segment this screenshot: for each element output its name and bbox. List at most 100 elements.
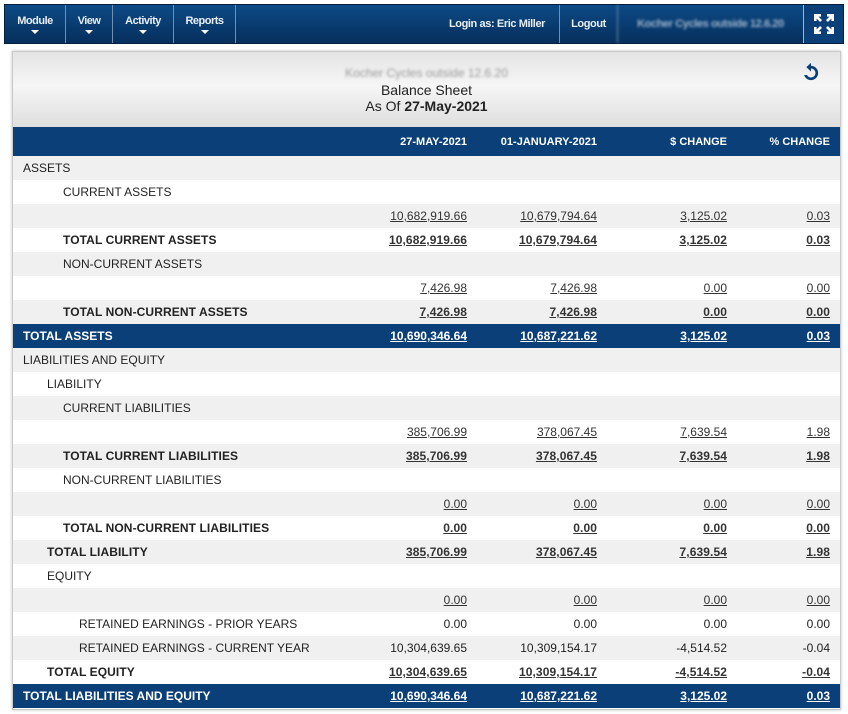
caret-down-icon (31, 29, 39, 34)
row-value-cell: 385,706.99 (347, 540, 477, 564)
amount-link[interactable]: 385,706.99 (405, 545, 467, 559)
row-value-cell: 0.00 (477, 516, 607, 540)
amount-link[interactable]: 0.00 (573, 521, 597, 535)
amount-link[interactable]: 0.00 (443, 593, 467, 607)
row-value-cell: 7,426.98 (477, 300, 607, 324)
menu-reports[interactable]: Reports (174, 5, 236, 43)
row-value-cell (607, 180, 737, 204)
menu-module[interactable]: Module (5, 5, 66, 43)
row-label: RETAINED EARNINGS - PRIOR YEARS (79, 617, 298, 631)
amount-link[interactable]: 0.03 (806, 329, 830, 343)
amount-link[interactable]: 3,125.02 (680, 329, 727, 343)
menu-activity[interactable]: Activity (113, 5, 174, 43)
table-row: EQUITY (13, 564, 840, 588)
row-value-cell (347, 348, 477, 372)
row-value-cell: 0.00 (347, 612, 477, 636)
amount-link[interactable]: 7,426.98 (550, 281, 597, 295)
company-name: Kocher Cycles outside 12.6.20 (345, 66, 508, 80)
amount-link[interactable]: 10,690,346.64 (390, 689, 467, 703)
amount-link[interactable]: 0.00 (703, 593, 727, 607)
fullscreen-icon (813, 14, 834, 34)
row-label: CURRENT ASSETS (63, 185, 172, 199)
row-value-cell: 0.00 (477, 588, 607, 612)
amount-link[interactable]: 7,639.54 (679, 449, 727, 463)
amount-link[interactable]: 1.98 (806, 425, 830, 439)
row-value-cell: 0.00 (477, 612, 607, 636)
table-row: NON-CURRENT LIABILITIES (13, 468, 840, 492)
amount-link[interactable]: 10,309,154.17 (518, 665, 597, 679)
row-value-cell: 0.00 (347, 516, 477, 540)
row-value-cell: 0.03 (737, 228, 840, 252)
amount-link[interactable]: 0.00 (806, 281, 830, 295)
row-value-cell: 0.00 (737, 588, 840, 612)
amount-link[interactable]: 10,679,794.64 (520, 209, 597, 223)
amount-link[interactable]: -0.04 (802, 665, 830, 679)
logout-link[interactable]: Logout (559, 5, 617, 43)
amount-link[interactable]: 10,687,221.62 (520, 329, 597, 343)
row-label: TOTAL EQUITY (47, 665, 135, 679)
row-value-cell (737, 468, 840, 492)
menu-view[interactable]: View (66, 5, 113, 43)
amount-link[interactable]: 10,690,346.64 (390, 329, 467, 343)
amount-link[interactable]: 10,304,639.65 (388, 665, 467, 679)
nav-spacer (236, 5, 435, 43)
row-value-cell (737, 372, 840, 396)
amount-link[interactable]: 0.00 (573, 497, 597, 511)
amount-link[interactable]: 378,067.45 (535, 449, 597, 463)
amount-link[interactable]: 0.00 (443, 521, 467, 535)
amount-link[interactable]: 7,426.98 (420, 281, 467, 295)
amount-link[interactable]: 378,067.45 (536, 425, 597, 439)
table-row: NON-CURRENT ASSETS (13, 252, 840, 276)
amount-link[interactable]: 10,679,794.64 (518, 233, 597, 247)
amount-link[interactable]: 3,125.02 (679, 233, 727, 247)
amount-link[interactable]: 1.98 (806, 449, 830, 463)
report-as-of: As Of 27-May-2021 (13, 98, 840, 114)
row-value-cell: 0.00 (607, 276, 737, 300)
amount-link[interactable]: 0.00 (806, 593, 830, 607)
amount-link[interactable]: 7,426.98 (419, 305, 467, 319)
amount-link[interactable]: 385,706.99 (406, 425, 467, 439)
amount-link[interactable]: 0.00 (703, 497, 727, 511)
amount-link[interactable]: 10,682,919.66 (388, 233, 467, 247)
row-value-cell (347, 252, 477, 276)
amount-link[interactable]: 0.00 (443, 497, 467, 511)
refresh-icon[interactable] (800, 62, 822, 84)
amount-link[interactable]: 0.00 (806, 305, 830, 319)
amount-link[interactable]: 1.98 (806, 545, 830, 559)
amount-link[interactable]: 3,125.02 (680, 689, 727, 703)
amount-link[interactable]: 0.03 (806, 209, 830, 223)
amount-link[interactable]: 378,067.45 (535, 545, 597, 559)
amount-link[interactable]: 0.00 (806, 521, 830, 535)
amount-link[interactable]: 7,639.54 (679, 545, 727, 559)
row-value-cell: 7,639.54 (607, 444, 737, 468)
row-value-cell: 3,125.02 (607, 228, 737, 252)
amount-link[interactable]: 3,125.02 (680, 209, 727, 223)
row-value-cell: 10,309,154.17 (477, 660, 607, 684)
amount-link[interactable]: 385,706.99 (405, 449, 467, 463)
fullscreen-button[interactable] (803, 5, 843, 43)
amount-link[interactable]: 7,639.54 (680, 425, 727, 439)
company-selector[interactable]: Kocher Cycles outside 12.6.20 (617, 5, 803, 43)
row-value-cell: 0.00 (347, 492, 477, 516)
amount-link[interactable]: 0.00 (703, 305, 727, 319)
amount-link[interactable]: 0.00 (703, 521, 727, 535)
row-label: NON-CURRENT LIABILITIES (63, 473, 222, 487)
amount-link[interactable]: 0.03 (806, 233, 830, 247)
row-value-cell: 1.98 (737, 420, 840, 444)
row-value-cell: 0.00 (607, 300, 737, 324)
amount-link[interactable]: 0.03 (806, 689, 830, 703)
as-of-prefix: As Of (365, 98, 401, 114)
row-label: TOTAL NON-CURRENT ASSETS (13, 300, 347, 324)
amount-link[interactable]: 10,682,919.66 (390, 209, 467, 223)
amount-link[interactable]: 0.00 (806, 497, 830, 511)
column-header (13, 127, 347, 156)
amount-link[interactable]: 0.00 (573, 593, 597, 607)
amount-link[interactable]: 10,687,221.62 (520, 689, 597, 703)
amount-link[interactable]: 0.00 (703, 281, 727, 295)
amount-value: 10,309,154.17 (520, 641, 597, 655)
row-value-cell: -4,514.52 (607, 636, 737, 660)
amount-link[interactable]: -4,514.52 (675, 665, 727, 679)
amount-value: 0.00 (573, 617, 597, 631)
amount-link[interactable]: 7,426.98 (549, 305, 597, 319)
row-label: EQUITY (47, 569, 92, 583)
